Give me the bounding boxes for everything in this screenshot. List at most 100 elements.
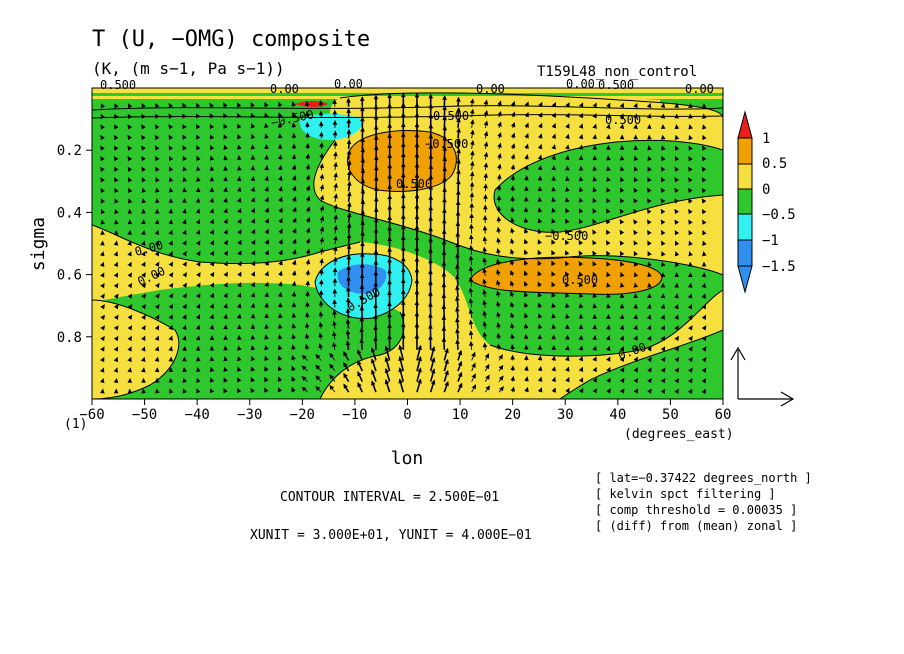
vector-arrowhead — [537, 207, 543, 213]
vector-arrowhead — [565, 165, 570, 171]
vector-arrowhead — [702, 240, 707, 246]
vector-arrowhead — [619, 356, 625, 362]
vector-arrowhead — [182, 367, 187, 373]
vector-arrowhead — [291, 259, 297, 265]
vector-arrowhead — [701, 314, 707, 320]
vector-arrowhead — [318, 100, 324, 106]
corner-label: (1) — [64, 417, 87, 432]
vector-arrowhead — [277, 365, 283, 372]
vector-arrowhead — [223, 155, 228, 161]
vector-arrowhead — [688, 346, 693, 352]
vector-arrowhead — [400, 182, 406, 188]
vector-arrowhead — [619, 324, 625, 330]
vector-arrowhead — [498, 364, 504, 371]
vector-arrowhead — [292, 185, 297, 191]
vector-arrowhead — [277, 302, 283, 308]
vector-arrowhead — [551, 323, 556, 329]
vector-arrowhead — [441, 293, 447, 299]
vector-arrowhead — [359, 338, 365, 344]
vector-arrowhead — [277, 122, 283, 128]
vector-arrowhead — [346, 265, 351, 270]
vector-arrowhead — [524, 185, 529, 191]
vector-arrowhead — [154, 240, 160, 246]
vector-arrowhead — [387, 163, 393, 169]
vector-arrowhead — [291, 164, 297, 170]
vector-arrowhead — [592, 239, 597, 246]
vector-arrowhead — [305, 100, 310, 106]
top-band-yellow-2 — [92, 96, 723, 99]
vector-arrowhead — [578, 366, 584, 372]
vector-arrowhead — [100, 251, 105, 257]
vector-arrowhead — [264, 165, 269, 171]
vector-arrowhead — [319, 236, 325, 243]
vector-arrowhead — [524, 143, 529, 149]
vector-arrowhead — [398, 344, 403, 350]
vector-arrowhead — [360, 209, 366, 215]
contour-label: −0.500 — [425, 137, 468, 151]
vector-arrowhead — [209, 240, 215, 246]
vector-arrowhead — [182, 145, 187, 151]
vector-arrowhead — [100, 272, 105, 278]
vector-arrowhead — [400, 92, 406, 98]
vector-arrowhead — [701, 187, 707, 194]
vector-arrowhead — [182, 102, 187, 109]
vector-arrowhead — [168, 335, 173, 341]
vector-arrowhead — [209, 292, 214, 299]
vector-arrowhead — [250, 165, 256, 171]
vector-arrowhead — [510, 206, 515, 212]
vector-arrowhead — [182, 208, 187, 214]
vector-arrowhead — [701, 166, 707, 172]
vector-arrowhead — [278, 249, 283, 255]
vector-arrowhead — [619, 250, 625, 257]
vector-arrowhead — [442, 135, 448, 141]
vector-arrowhead — [470, 119, 475, 125]
vector-arrowhead — [387, 257, 392, 263]
vector-arrowhead — [318, 300, 324, 306]
vector-arrowhead — [343, 361, 348, 368]
vector-arrowhead — [113, 367, 119, 373]
vector-arrowhead — [455, 210, 461, 216]
vector-arrowhead — [305, 322, 310, 328]
vector-arrowhead — [633, 145, 639, 151]
vector-arrowhead — [291, 365, 296, 371]
vector-arrowhead — [387, 323, 392, 329]
vector-arrowhead — [398, 378, 403, 384]
vector-arrowhead — [414, 162, 420, 168]
vector-arrowhead — [633, 134, 639, 140]
vector-arrowhead — [578, 313, 584, 319]
vector-arrowhead — [236, 155, 242, 161]
vector-arrowhead — [250, 387, 255, 393]
vector-arrowhead — [428, 334, 433, 340]
units-text: XUNIT = 3.000E+01, YUNIT = 4.000E−01 — [250, 528, 532, 543]
vector-arrowhead — [441, 228, 447, 234]
vector-arrowhead — [305, 259, 311, 265]
y-tick-label: 0.8 — [57, 330, 82, 346]
vector-arrowhead — [455, 328, 460, 334]
vector-arrowhead — [496, 174, 502, 180]
vector-arrowhead — [646, 219, 652, 225]
vector-arrowhead — [482, 246, 488, 252]
chart-title: T (U, −OMG) composite — [92, 27, 370, 52]
vector-arrowhead — [305, 121, 310, 127]
vector-field — [99, 92, 707, 394]
vector-arrowhead — [633, 155, 639, 161]
vector-arrowhead — [359, 305, 365, 311]
vector-arrowhead — [496, 247, 501, 254]
vector-arrowhead — [264, 186, 269, 192]
vector-arrowhead — [168, 324, 173, 331]
vector-arrowhead — [113, 346, 119, 352]
vector-arrowhead — [237, 218, 242, 224]
vector-arrowhead — [444, 358, 449, 365]
vector-arrowhead — [633, 324, 638, 331]
vector-arrowhead — [223, 377, 228, 383]
vector-arrowhead — [223, 134, 228, 140]
vector-arrowhead — [661, 251, 666, 257]
vector-arrowhead — [674, 187, 679, 194]
vector-arrowhead — [414, 122, 420, 128]
vector-arrowhead — [578, 123, 584, 129]
vector-arrowhead — [537, 313, 543, 319]
vector-arrowhead — [154, 134, 160, 141]
vector-arrowhead — [578, 208, 584, 214]
vector-arrowhead — [387, 204, 393, 210]
vector-arrowhead — [100, 314, 105, 320]
